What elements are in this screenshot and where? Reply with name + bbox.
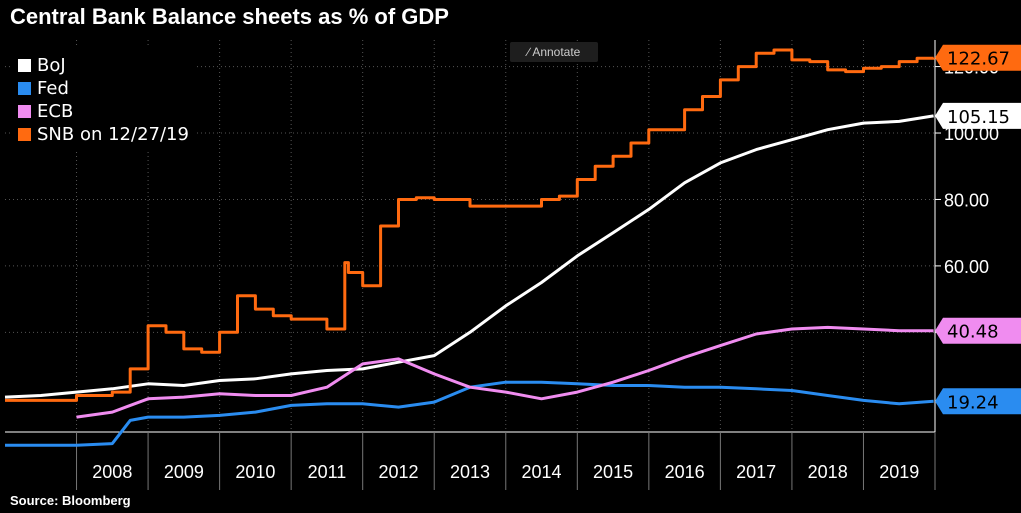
legend-item: SNB on 12/27/19	[18, 123, 189, 146]
annotate-label: Annotate	[532, 45, 581, 59]
x-tick-label: 2016	[665, 462, 705, 482]
legend-item: BoJ	[18, 54, 189, 77]
x-tick-label: 2008	[92, 462, 132, 482]
annotate-button[interactable]: ∕ Annotate	[510, 42, 598, 62]
series-line	[5, 48, 936, 402]
x-tick-label: 2012	[378, 462, 418, 482]
legend-swatch	[18, 82, 31, 95]
last-value-tag-bg	[935, 102, 1021, 129]
x-tick-label: 2019	[879, 462, 919, 482]
series-line	[76, 325, 934, 419]
last-value-labels: 105.15 19.24 40.48 122.67	[935, 44, 1021, 415]
x-tick-label: 2017	[736, 462, 776, 482]
last-value-label: 105.15	[947, 107, 1010, 128]
last-value-tag: 105.15	[935, 102, 1021, 129]
legend: BoJ Fed ECB SNB on 12/27/19	[10, 48, 197, 150]
legend-swatch	[18, 59, 31, 72]
last-value-tag-bg	[935, 388, 1021, 415]
x-axis: 2008 2009 2010 2011 2012 2013 2014 2015 2016 2017…	[5, 431, 936, 490]
last-value-tag: 122.67	[935, 44, 1021, 71]
last-value-tag-bg	[935, 317, 1021, 344]
y-tick-label: 100.00	[944, 124, 999, 144]
chart-title: Central Bank Balance sheets as % of GDP	[10, 4, 449, 29]
x-tick-label: 2013	[450, 462, 490, 482]
y-tick-label: 60.00	[944, 257, 989, 277]
legend-item: Fed	[18, 77, 189, 100]
source-note: Source: Bloomberg	[10, 493, 131, 508]
last-value-label: 19.24	[947, 392, 999, 413]
series-line	[5, 380, 934, 447]
x-tick-label: 2010	[235, 462, 275, 482]
last-value-tag: 19.24	[935, 388, 1021, 415]
y-tick-label: 80.00	[944, 190, 989, 210]
x-tick-label: 2014	[522, 462, 562, 482]
last-value-tag-bg	[935, 44, 1021, 71]
x-tick-label: 2018	[808, 462, 848, 482]
legend-label: ECB	[37, 101, 74, 122]
series-group	[4, 48, 936, 447]
x-tick-label: 2015	[593, 462, 633, 482]
legend-swatch	[18, 105, 31, 118]
series-line	[4, 114, 934, 399]
last-value-label: 122.67	[947, 49, 1010, 70]
legend-label: BoJ	[37, 55, 66, 76]
last-value-tag: 40.48	[935, 317, 1021, 344]
legend-swatch	[18, 128, 31, 141]
legend-item: ECB	[18, 100, 189, 123]
last-value-label: 40.48	[947, 322, 999, 343]
x-tick-label: 2011	[308, 462, 347, 482]
legend-label: SNB on 12/27/19	[37, 124, 189, 145]
legend-label: Fed	[37, 78, 69, 99]
pencil-icon: ∕	[527, 45, 530, 59]
x-tick-label: 2009	[164, 462, 204, 482]
